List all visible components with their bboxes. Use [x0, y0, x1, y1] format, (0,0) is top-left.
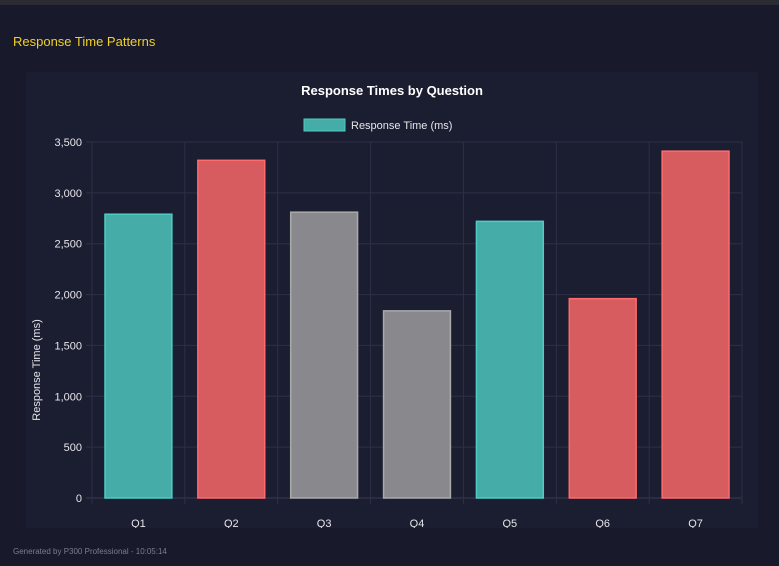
y-tick-label: 3,500	[54, 137, 82, 149]
x-tick-label: Q5	[503, 518, 518, 528]
window-top-bar	[0, 0, 779, 5]
x-tick-label: Q6	[595, 518, 610, 528]
y-tick-label: 2,500	[54, 239, 82, 251]
bar-q5	[475, 220, 545, 499]
bar-q4	[382, 310, 452, 499]
x-tick-label: Q7	[688, 518, 703, 528]
bar-q7	[661, 150, 730, 499]
y-tick-label: 0	[76, 493, 82, 505]
bar-chart: Response Times by Question Response Time…	[31, 83, 743, 530]
bar-q3	[289, 211, 359, 499]
x-tick-label: Q3	[317, 518, 332, 528]
footer-text: Generated by P300 Professional - 10:05:1…	[13, 547, 167, 556]
legend-label[interactable]: Response Time (ms)	[351, 120, 452, 132]
bar-q2	[197, 159, 266, 499]
x-tick-label: Q4	[410, 518, 425, 528]
bar-q1	[104, 213, 173, 499]
bar-q6	[568, 297, 637, 499]
chart-panel: Response Times by Question Response Time…	[26, 72, 758, 530]
y-tick-label: 500	[64, 442, 82, 454]
y-tick-label: 1,500	[54, 340, 82, 352]
section-title: Response Time Patterns	[13, 34, 156, 49]
legend-swatch[interactable]	[303, 118, 346, 132]
y-tick-label: 1,000	[54, 391, 82, 403]
y-tick-label: 3,000	[54, 188, 82, 200]
y-tick-label: 2,000	[54, 290, 82, 302]
x-tick-label: Q2	[224, 518, 239, 528]
chart-title: Response Times by Question	[301, 83, 483, 98]
x-tick-label: Q1	[131, 518, 146, 528]
y-axis-label: Response Time (ms)	[31, 319, 43, 420]
